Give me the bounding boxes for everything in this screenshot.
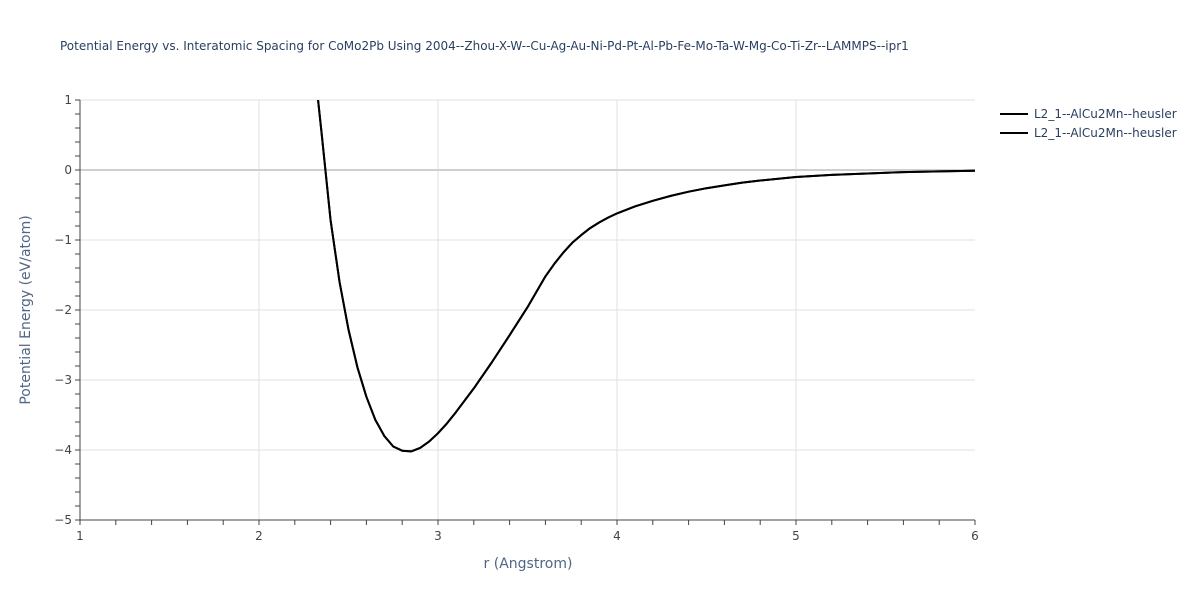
x-tick-label: 2: [255, 529, 263, 543]
y-tick-label: −3: [54, 373, 72, 387]
y-tick-label: −2: [54, 303, 72, 317]
legend[interactable]: L2_1--AlCu2Mn--heusler L2_1--AlCu2Mn--heu…: [1000, 107, 1177, 140]
axes: [75, 99, 976, 525]
y-tick-label: 0: [64, 163, 72, 177]
x-axis-title: r (Angstrom): [484, 556, 573, 572]
y-tick-label: −5: [54, 513, 72, 527]
x-tick-label: 1: [76, 529, 84, 543]
chart-title: Potential Energy vs. Interatomic Spacing…: [60, 39, 909, 53]
series-lines: [317, 100, 975, 453]
y-tick-label: −4: [54, 443, 72, 457]
series-line-0: [317, 100, 975, 453]
x-tick-label: 3: [434, 529, 442, 543]
grid: [80, 99, 975, 520]
x-tick-label: 6: [971, 529, 979, 543]
legend-label: L2_1--AlCu2Mn--heusler: [1034, 107, 1177, 121]
y-tick-label: −1: [54, 233, 72, 247]
y-tick-label: 1: [64, 93, 72, 107]
legend-item-1[interactable]: L2_1--AlCu2Mn--heusler: [1000, 126, 1177, 140]
x-tick-label: 5: [792, 529, 800, 543]
x-tick-label: 4: [613, 529, 621, 543]
legend-item-0[interactable]: L2_1--AlCu2Mn--heusler: [1000, 107, 1177, 121]
tick-labels: 1 2 3 4 5 6 1 0 −1 −2 −3 −4 −5: [54, 93, 979, 543]
y-axis-title: Potential Energy (eV/atom): [18, 215, 34, 404]
series-line-1: [317, 100, 975, 453]
legend-label: L2_1--AlCu2Mn--heusler: [1034, 126, 1177, 140]
